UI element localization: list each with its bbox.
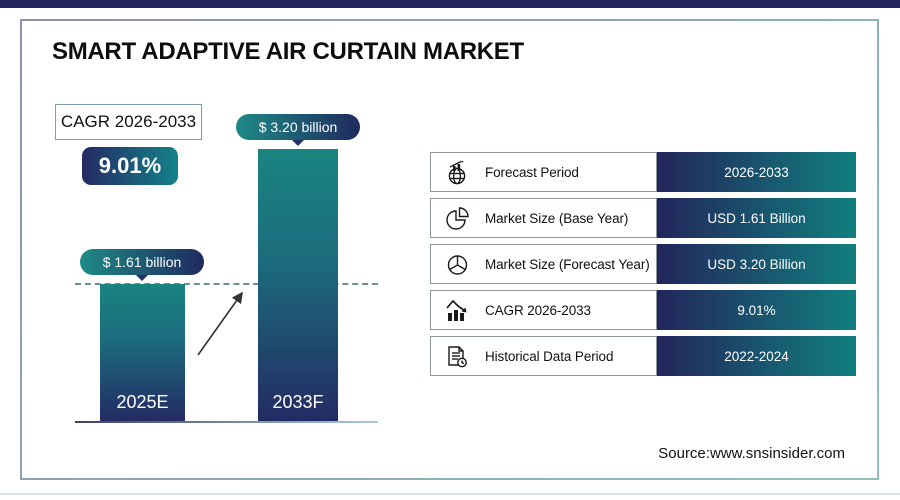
cagr-period-box: CAGR 2026-2033 [55,104,202,140]
page-title: SMART ADAPTIVE AIR CURTAIN MARKET [52,38,524,65]
fact-label-cell: CAGR 2026-2033 [430,290,657,330]
cagr-value: 9.01% [98,153,162,178]
fact-label: Market Size (Forecast Year) [485,256,650,272]
x-axis-line [75,421,378,423]
bottom-edge-line [0,493,900,495]
fact-value: 9.01% [737,302,776,318]
fact-label: Historical Data Period [485,348,614,364]
cagr-value-badge: 9.01% [82,147,178,185]
value-callout-text: $ 3.20 billion [258,119,338,135]
value-callout-2033: $ 3.20 billion [236,114,360,146]
bar-2025: 2025E [100,284,185,421]
value-callout-2025: $ 1.61 billion [80,249,204,281]
fact-value-cell: 2022-2024 [657,336,856,376]
source-attribution: Source:www.snsinsider.com [658,445,845,462]
bar-chart: 2025E 2033F $ 1.61 billion $ 3.20 billio… [75,105,378,423]
fact-label-cell: Forecast Period [430,152,657,192]
fact-value-cell: USD 1.61 Billion [657,198,856,238]
fact-value: USD 1.61 Billion [707,210,806,226]
bar-category-label: 2033F [272,392,324,412]
fact-label: Forecast Period [485,164,579,180]
fact-value: 2022-2024 [724,348,789,364]
reference-dashed-line [75,283,378,285]
fact-value-cell: USD 3.20 Billion [657,244,856,284]
pie-chart-icon [443,204,471,232]
table-row: Historical Data Period 2022-2024 [430,336,856,376]
table-row: Forecast Period 2026-2033 [430,152,856,192]
fact-value-cell: 2026-2033 [657,152,856,192]
pie-chart-exploded-icon [443,250,471,278]
facts-table: Forecast Period 2026-2033 Market Size (B… [430,152,856,382]
fact-label-cell: Market Size (Base Year) [430,198,657,238]
fact-value: 2026-2033 [724,164,789,180]
cagr-period-label: CAGR 2026-2033 [60,112,197,131]
fact-label-cell: Market Size (Forecast Year) [430,244,657,284]
fact-label: Market Size (Base Year) [485,210,629,226]
document-clock-icon [443,342,471,370]
table-row: CAGR 2026-2033 9.01% [430,290,856,330]
fact-value: USD 3.20 Billion [707,256,806,272]
top-accent-bar [0,0,900,8]
bar-2033: 2033F [258,149,338,421]
bar-trend-icon [443,296,471,324]
value-callout-text: $ 1.61 billion [102,254,182,270]
globe-growth-icon [443,158,471,186]
bar-category-label: 2025E [116,392,169,412]
table-row: Market Size (Forecast Year) USD 3.20 Bil… [430,244,856,284]
fact-value-cell: 9.01% [657,290,856,330]
fact-label: CAGR 2026-2033 [485,302,591,318]
growth-trend-arrow-icon [197,291,243,356]
fact-label-cell: Historical Data Period [430,336,657,376]
table-row: Market Size (Base Year) USD 1.61 Billion [430,198,856,238]
